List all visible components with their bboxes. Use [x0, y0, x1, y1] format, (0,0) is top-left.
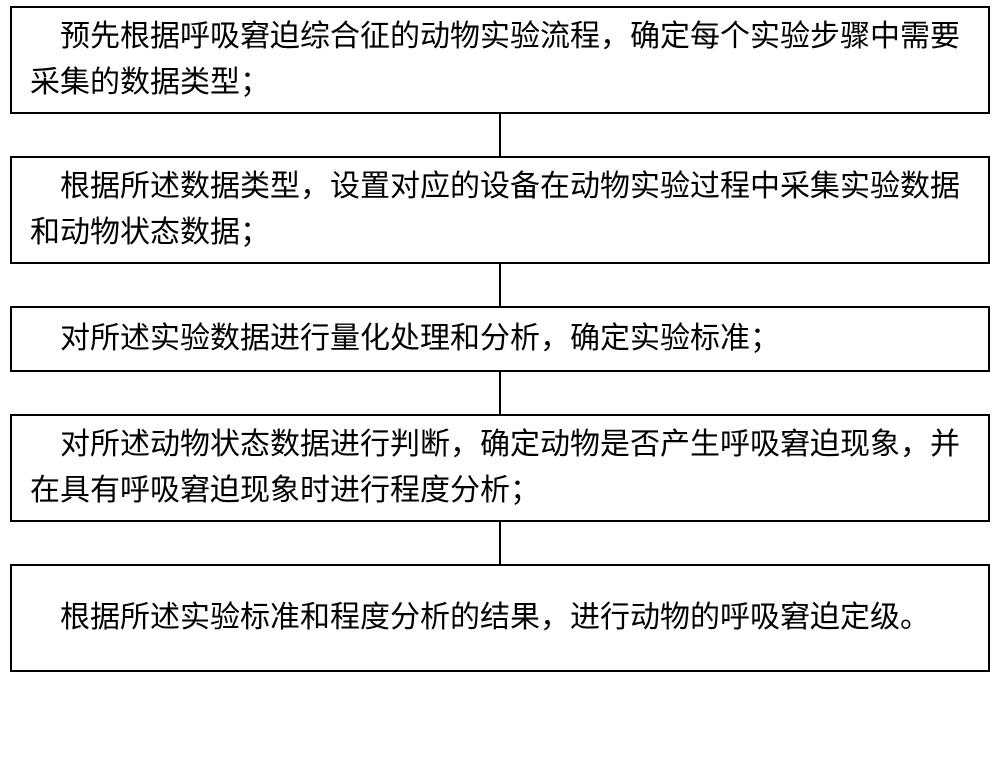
flowchart-connector	[499, 264, 501, 306]
flowchart-node: 对所述动物状态数据进行判断，确定动物是否产生呼吸窘迫现象，并在具有呼吸窘迫现象时…	[10, 414, 990, 522]
flowchart-connector	[499, 114, 501, 156]
flowchart-node: 预先根据呼吸窘迫综合征的动物实验流程，确定每个实验步骤中需要采集的数据类型；	[10, 6, 990, 114]
flowchart-node: 根据所述实验标准和程度分析的结果，进行动物的呼吸窘迫定级。	[10, 564, 990, 672]
flowchart-node-text: 对所述动物状态数据进行判断，确定动物是否产生呼吸窘迫现象，并在具有呼吸窘迫现象时…	[30, 422, 970, 515]
flowchart-node-text: 根据所述实验标准和程度分析的结果，进行动物的呼吸窘迫定级。	[30, 595, 930, 642]
flowchart-node-text: 根据所述数据类型，设置对应的设备在动物实验过程中采集实验数据和动物状态数据；	[30, 164, 970, 257]
flowchart-node: 根据所述数据类型，设置对应的设备在动物实验过程中采集实验数据和动物状态数据；	[10, 156, 990, 264]
flowchart-container: 预先根据呼吸窘迫综合征的动物实验流程，确定每个实验步骤中需要采集的数据类型； 根…	[0, 0, 1000, 783]
flowchart-node-text: 对所述实验数据进行量化处理和分析，确定实验标准；	[30, 316, 780, 363]
flowchart-connector	[499, 372, 501, 414]
flowchart-node: 对所述实验数据进行量化处理和分析，确定实验标准；	[10, 306, 990, 372]
flowchart-node-text: 预先根据呼吸窘迫综合征的动物实验流程，确定每个实验步骤中需要采集的数据类型；	[30, 14, 970, 107]
flowchart-connector	[499, 522, 501, 564]
